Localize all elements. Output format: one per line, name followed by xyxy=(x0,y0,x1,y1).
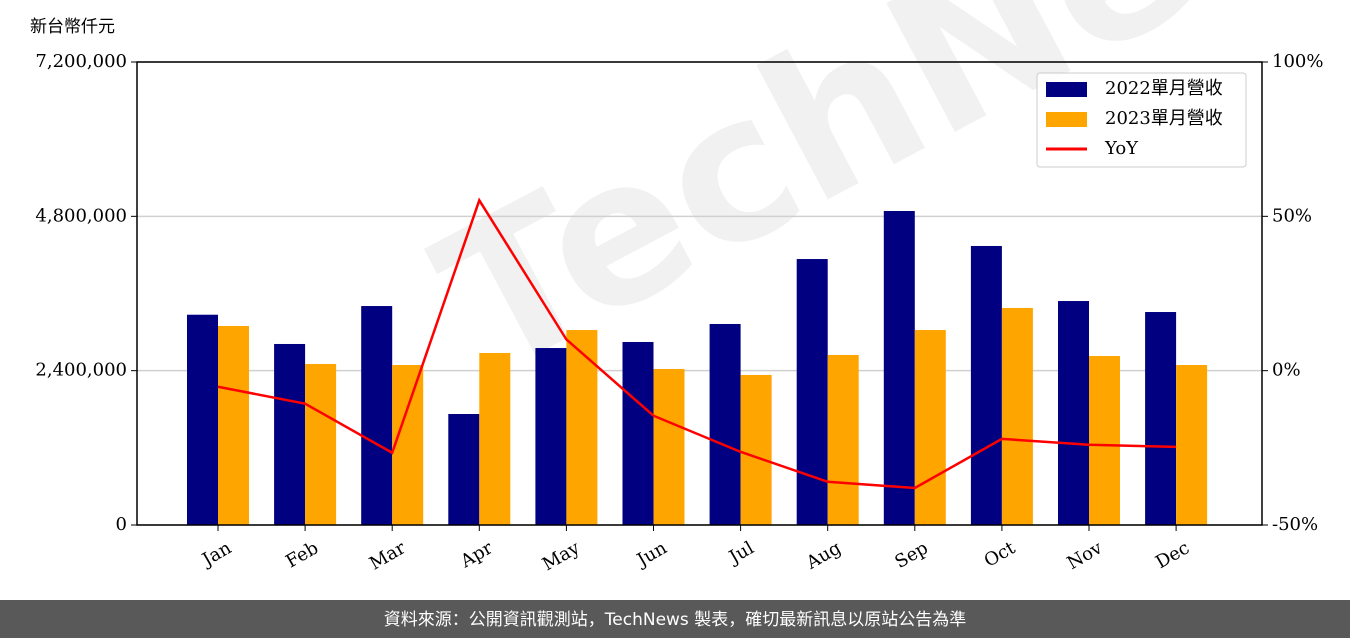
legend-swatch xyxy=(1046,82,1087,97)
bar xyxy=(392,365,424,525)
bar xyxy=(914,330,946,525)
legend: 2022單月營收 2023單月營收 YoY xyxy=(1036,72,1247,168)
y-tick-label: 2,400,000 xyxy=(35,360,127,381)
bar xyxy=(361,306,393,525)
legend-box xyxy=(1036,72,1247,168)
legend-label: 2022單月營收 xyxy=(1105,78,1223,99)
bar xyxy=(1145,312,1177,525)
y-tick-label: 0 xyxy=(116,514,127,535)
x-tick-label: Jan xyxy=(197,537,235,571)
y-tick-label: 7,200,000 xyxy=(35,51,127,72)
bar xyxy=(479,352,511,525)
line xyxy=(217,197,1177,490)
legend-swatch xyxy=(1046,112,1087,127)
bar xyxy=(535,348,567,525)
x-tick-label: Aug xyxy=(802,537,845,574)
x-tick-label: Apr xyxy=(456,537,496,572)
bar xyxy=(274,343,306,525)
y2-tick-label: 0% xyxy=(1272,360,1301,381)
bar xyxy=(1001,307,1033,525)
bar xyxy=(1089,356,1120,525)
bar xyxy=(653,368,685,525)
y2-tick-label: 50% xyxy=(1272,205,1312,226)
bar xyxy=(883,210,915,525)
y-axis-label: 新台幣仟元 xyxy=(30,17,115,37)
bar xyxy=(709,323,741,525)
bar xyxy=(622,341,654,525)
y2-tick-label: -50% xyxy=(1272,514,1318,535)
bar xyxy=(827,354,859,525)
bar xyxy=(796,259,828,525)
bar xyxy=(1058,301,1089,525)
x-tick-label: Feb xyxy=(282,537,322,572)
bar xyxy=(448,414,480,525)
x-tick-label: Nov xyxy=(1064,537,1107,574)
x-tick-label: May xyxy=(539,537,584,575)
x-tick-label: Mar xyxy=(366,537,410,574)
x-tick-label: Sep xyxy=(891,537,931,572)
x-tick-label: Jul xyxy=(724,537,758,569)
bar xyxy=(218,325,249,525)
footer-bar xyxy=(0,600,1350,638)
plot-frame xyxy=(136,61,1263,526)
bar xyxy=(566,330,598,525)
bar xyxy=(187,314,218,525)
legend-label: 2023單月營收 xyxy=(1105,108,1223,129)
footer-text: 資料來源：公開資訊觀測站，TechNews 製表，確切最新訊息以原站公告為準 xyxy=(384,610,966,630)
x-tick-label: Jun xyxy=(632,537,671,572)
x-tick-label: Dec xyxy=(1152,537,1193,573)
bar xyxy=(1176,365,1208,525)
y2-tick-label: 100% xyxy=(1272,51,1323,72)
bar xyxy=(970,245,1002,525)
x-tick-label: Oct xyxy=(981,537,1020,572)
bar xyxy=(740,374,772,525)
legend-label: YoY xyxy=(1104,138,1139,159)
y-tick-label: 4,800,000 xyxy=(35,205,127,226)
bar xyxy=(305,363,337,525)
